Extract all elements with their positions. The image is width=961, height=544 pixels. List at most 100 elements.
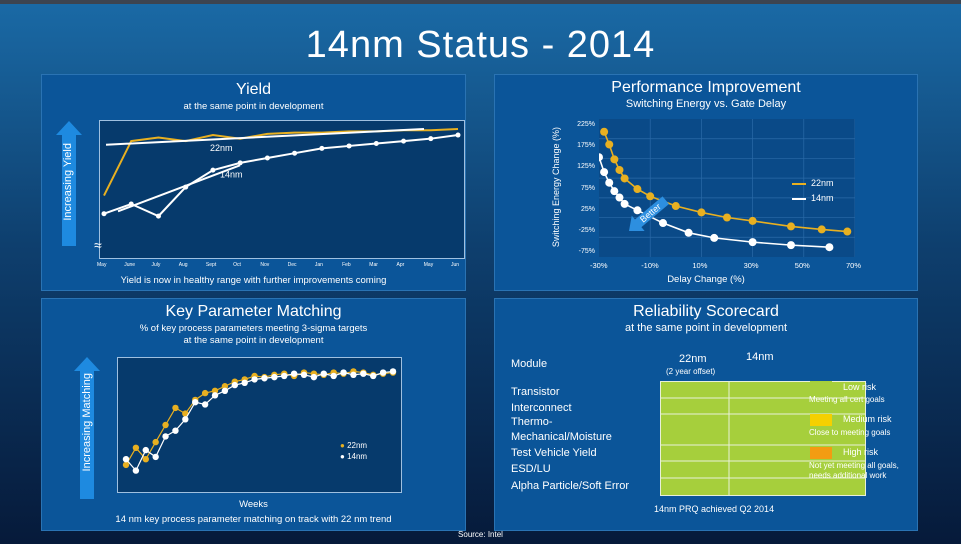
key-param-title: Key Parameter Matching [165, 303, 342, 320]
module-transistor: Transistor [511, 386, 560, 398]
perf-point-22nm [787, 222, 795, 231]
yield-point-14nm [101, 211, 107, 217]
perf-point-14nm [595, 153, 603, 162]
kp-point-14nm [320, 370, 327, 377]
kp-point-14nm [201, 401, 209, 408]
legend-14nm: 14nm [792, 193, 834, 203]
perf-y-tick: 25% [580, 205, 595, 213]
better-arrow-shape [629, 196, 669, 231]
perf-point-14nm [748, 238, 757, 247]
module-interconnect: Interconnect [511, 402, 572, 414]
kp-point-14nm [379, 369, 387, 376]
axis-break-icon: ≈ [94, 237, 102, 253]
yield-month-label: May [423, 262, 434, 268]
yield-month-label: Nov [260, 262, 270, 268]
kp-point-22nm [221, 383, 229, 390]
yield-month-label: Apr [396, 262, 405, 268]
yield-point-14nm [428, 136, 434, 142]
scorecard-grid [660, 381, 866, 496]
kp-legend-14nm: ● 14nm [340, 452, 368, 461]
reliability-footer: 14nm PRQ achieved Q2 2014 [654, 504, 775, 514]
module-esd: ESD/LU [511, 463, 551, 475]
yield-month-label: Feb [342, 262, 351, 268]
medium-risk-desc: Close to meeting goals [809, 428, 891, 437]
high-risk-label: High risk [843, 447, 879, 457]
kp-point-14nm [122, 456, 130, 463]
yield-line-22nm [103, 128, 459, 196]
kp-point-14nm [162, 433, 169, 440]
perf-point-22nm [843, 227, 852, 236]
kp-point-14nm [231, 381, 238, 389]
kp-point-14nm [370, 372, 377, 380]
perf-point-14nm [610, 187, 619, 196]
key-param-caption: 14 nm key process parameter matching on … [115, 514, 392, 525]
yield-month-label: June [124, 262, 136, 268]
legend-22nm-label: 22nm [811, 178, 834, 188]
key-param-subtitle-2: at the same point in development [183, 335, 324, 346]
perf-point-14nm [825, 243, 834, 252]
kp-point-22nm [201, 389, 209, 397]
low-risk-desc: Meeting all cert goals [809, 395, 885, 404]
kp-point-14nm [241, 379, 248, 387]
perf-x-tick: 50% [794, 261, 810, 270]
kp-point-14nm [182, 416, 189, 423]
module-header: Module [511, 358, 548, 370]
top-bar [0, 0, 961, 4]
yield-month-label: May [97, 262, 107, 268]
yield-label-22nm: 22nm [210, 143, 233, 153]
high-risk-desc: Not yet meeting all goals, [809, 461, 899, 470]
performance-panel: Performance Improvement Switching Energy… [494, 74, 918, 291]
performance-x-label: Delay Change (%) [667, 274, 745, 285]
kp-point-14nm [300, 371, 308, 379]
key-param-plot [117, 357, 402, 493]
col-14nm: 14nm [746, 351, 774, 363]
source-note: Source: Intel [458, 530, 503, 539]
key-param-y-label: Increasing Matching [81, 373, 93, 472]
yield-month-label: Jun [451, 262, 460, 268]
yield-panel: Yield at the same point in development I… [41, 74, 466, 291]
kp-point-14nm [251, 376, 258, 383]
perf-point-14nm [620, 199, 629, 208]
better-arrow: Better [629, 196, 669, 231]
kp-line-22nm [125, 370, 394, 466]
high-risk-swatch [810, 447, 832, 459]
performance-subtitle: Switching Energy vs. Gate Delay [625, 98, 787, 110]
perf-point-22nm [723, 213, 731, 222]
perf-point-14nm [633, 206, 642, 215]
kp-point-14nm [350, 371, 357, 379]
yield-month-label: Oct [233, 262, 241, 268]
yield-month-label: Mar [369, 262, 378, 268]
perf-point-14nm [787, 241, 795, 250]
kp-point-14nm [360, 370, 367, 377]
increasing-matching-arrow [74, 357, 100, 504]
perf-point-22nm [697, 208, 706, 217]
perf-y-tick: -25% [578, 227, 595, 235]
perf-point-14nm [684, 228, 693, 237]
kp-point-22nm [142, 456, 149, 463]
perf-point-22nm [615, 165, 624, 174]
legend-14nm-label: 14nm [811, 193, 834, 203]
performance-x-ticks: -30% -10% 10% 30% 50% 70% [590, 261, 861, 273]
kp-point-22nm [162, 421, 169, 429]
yield-y-label: Increasing Yield [62, 143, 74, 221]
low-risk-label: Low risk [843, 382, 877, 392]
kp-point-14nm [172, 427, 179, 434]
perf-point-14nm [659, 219, 667, 228]
medium-risk-label: Medium risk [843, 414, 892, 424]
yield-point-14nm [401, 138, 407, 144]
module-mechanical: Mechanical/Moisture [511, 431, 612, 443]
perf-point-22nm [817, 225, 826, 234]
perf-x-tick: -10% [641, 261, 659, 270]
module-test-vehicle: Test Vehicle Yield [511, 447, 597, 459]
perf-y-tick: 125% [577, 163, 595, 171]
yield-point-14nm [264, 155, 270, 161]
kp-point-22nm [132, 444, 140, 451]
performance-y-label: Switching Energy Change (%) [551, 127, 561, 248]
perf-point-22nm [633, 185, 642, 194]
kp-point-14nm [310, 373, 318, 381]
kp-point-14nm [152, 453, 159, 461]
kp-point-14nm [290, 370, 298, 377]
performance-y-ticks: 225% 175% 125% 75% 25% -25% -75% [565, 119, 595, 257]
key-param-x-label: Weeks [239, 499, 268, 510]
perf-point-14nm [615, 193, 624, 202]
